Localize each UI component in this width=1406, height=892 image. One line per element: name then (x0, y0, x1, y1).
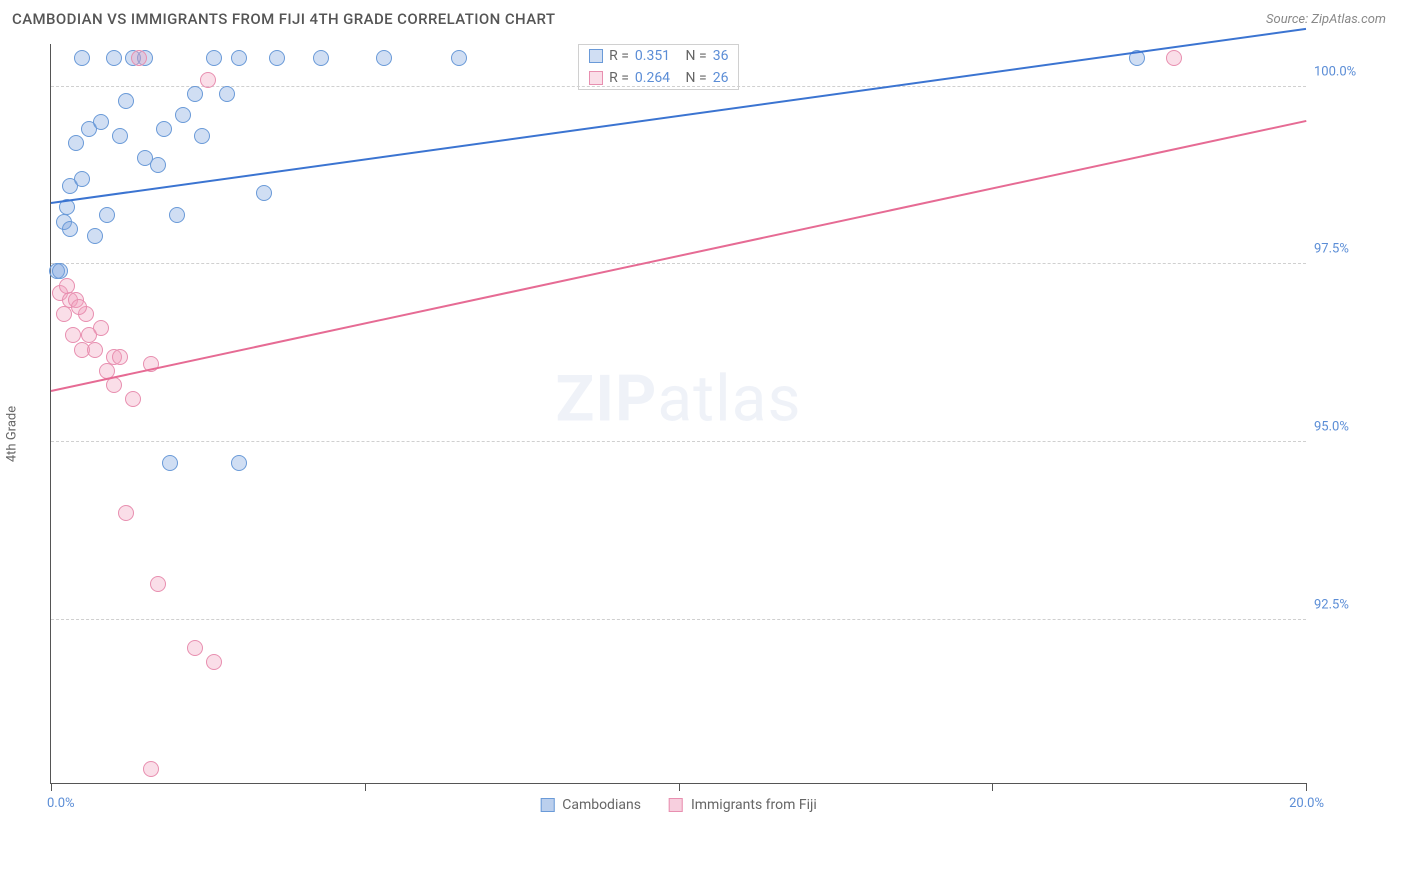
data-point (269, 50, 285, 66)
y-tick-label: 92.5% (1314, 597, 1384, 612)
data-point (231, 455, 247, 471)
stats-row-cambodians: R = 0.351 N = 36 (579, 45, 738, 67)
gridline (51, 263, 1306, 264)
x-tick (51, 783, 52, 791)
y-tick-label: 97.5% (1314, 242, 1384, 257)
chart-area: 4th Grade ZIPatlas R = 0.351 N = 36 R = … (50, 34, 1386, 834)
data-point (99, 207, 115, 223)
data-point (200, 72, 216, 88)
data-point (68, 135, 84, 151)
data-point (131, 50, 147, 66)
data-point (59, 278, 75, 294)
y-tick-label: 95.0% (1314, 419, 1384, 434)
legend-item-fiji: Immigrants from Fiji (669, 797, 817, 813)
gridline (51, 619, 1306, 620)
watermark: ZIPatlas (556, 361, 802, 436)
gridline (51, 441, 1306, 442)
data-point (187, 86, 203, 102)
data-point (175, 107, 191, 123)
data-point (150, 157, 166, 173)
data-point (112, 128, 128, 144)
data-point (118, 93, 134, 109)
data-point (74, 171, 90, 187)
legend-swatch-cambodians (540, 798, 554, 812)
data-point (87, 228, 103, 244)
data-point (71, 299, 87, 315)
data-point (62, 221, 78, 237)
data-point (87, 342, 103, 358)
stats-box: R = 0.351 N = 36 R = 0.264 N = 26 (578, 44, 739, 90)
data-point (150, 576, 166, 592)
data-point (65, 327, 81, 343)
data-point (112, 349, 128, 365)
source-label: Source: ZipAtlas.com (1266, 12, 1386, 27)
chart-title: CAMBODIAN VS IMMIGRANTS FROM FIJI 4TH GR… (12, 10, 555, 28)
data-point (313, 50, 329, 66)
swatch-cambodians (589, 49, 603, 63)
data-point (156, 121, 172, 137)
data-point (376, 50, 392, 66)
data-point (162, 455, 178, 471)
data-point (451, 50, 467, 66)
data-point (125, 391, 141, 407)
x-min-label: 0.0% (47, 796, 75, 811)
data-point (1166, 50, 1182, 66)
x-tick (365, 783, 366, 791)
data-point (74, 50, 90, 66)
data-point (81, 327, 97, 343)
data-point (256, 185, 272, 201)
data-point (231, 50, 247, 66)
data-point (106, 50, 122, 66)
x-tick (1306, 783, 1307, 791)
y-tick-label: 100.0% (1314, 64, 1384, 79)
y-axis-title: 4th Grade (5, 406, 20, 462)
x-max-label: 20.0% (1289, 796, 1324, 811)
data-point (187, 640, 203, 656)
data-point (169, 207, 185, 223)
data-point (206, 50, 222, 66)
gridline (51, 86, 1306, 87)
data-point (194, 128, 210, 144)
legend: Cambodians Immigrants from Fiji (540, 797, 817, 813)
data-point (56, 306, 72, 322)
data-point (93, 114, 109, 130)
legend-item-cambodians: Cambodians (540, 797, 641, 813)
data-point (219, 86, 235, 102)
plot-region: ZIPatlas R = 0.351 N = 36 R = 0.264 N = … (50, 44, 1306, 784)
data-point (206, 654, 222, 670)
data-point (143, 761, 159, 777)
data-point (118, 505, 134, 521)
swatch-fiji (589, 71, 603, 85)
x-tick (679, 783, 680, 791)
x-tick (992, 783, 993, 791)
trend-line (51, 120, 1306, 392)
legend-swatch-fiji (669, 798, 683, 812)
